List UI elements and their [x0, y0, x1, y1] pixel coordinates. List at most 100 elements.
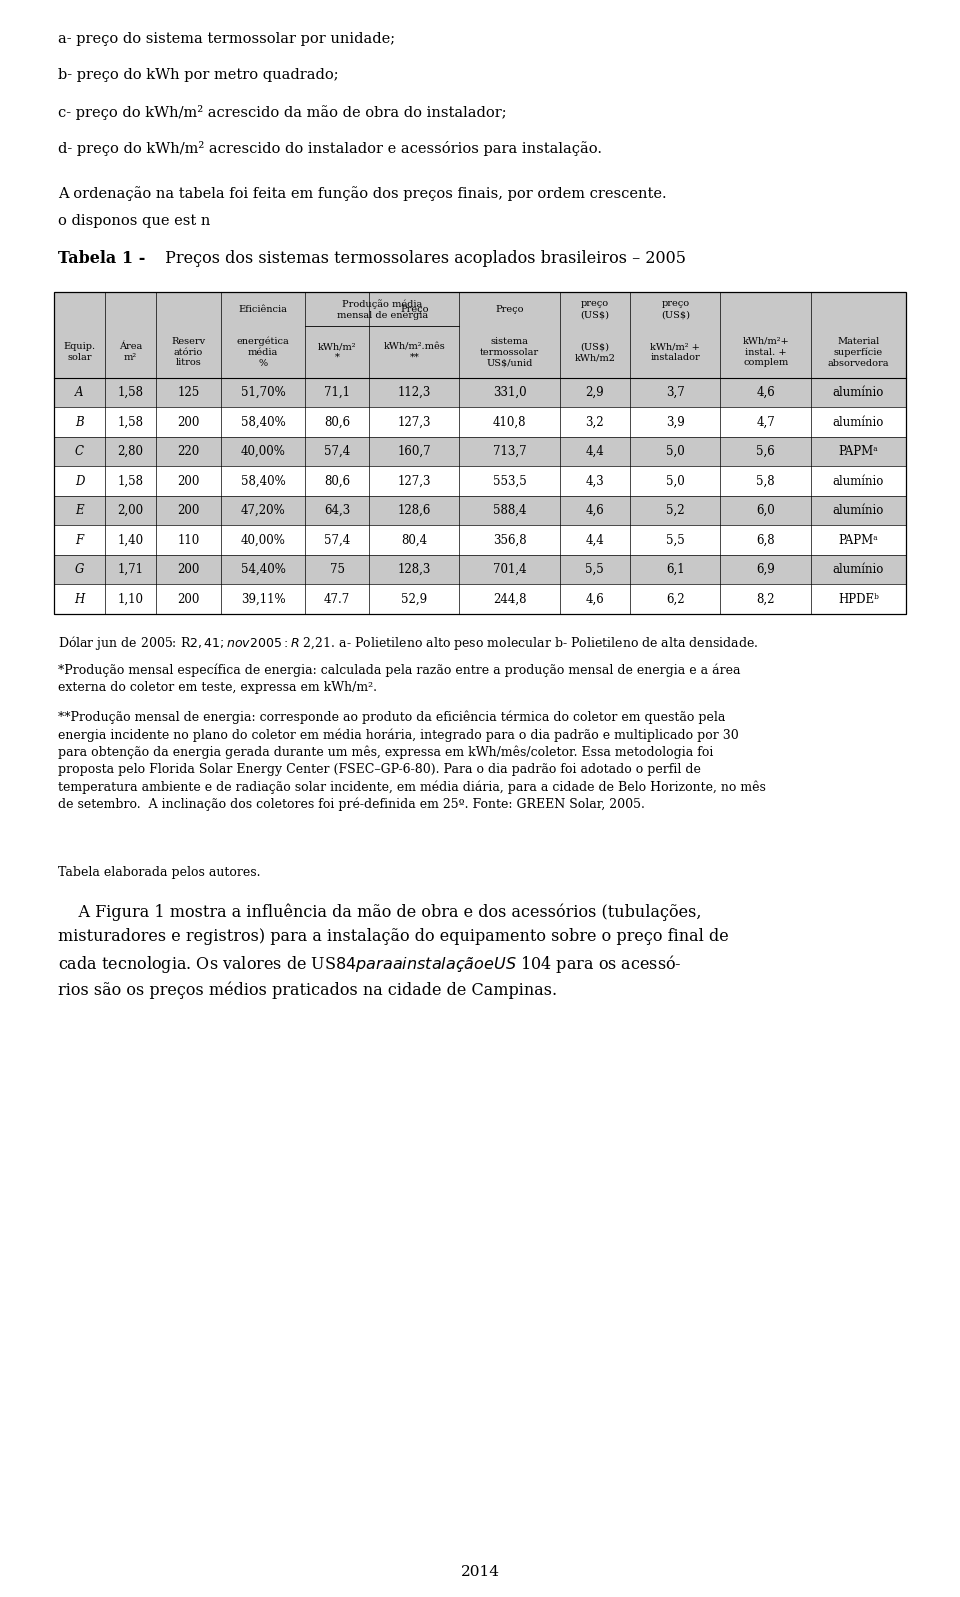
Text: 58,40%: 58,40% [241, 415, 285, 428]
Text: Dólar jun de 2005: R$ 2,41; nov 2005: R$ 2,21. a- Polietileno alto peso molecula: Dólar jun de 2005: R$ 2,41; nov 2005: R$… [58, 634, 758, 652]
Text: 57,4: 57,4 [324, 446, 350, 458]
Text: 57,4: 57,4 [324, 533, 350, 546]
Text: 3,7: 3,7 [666, 386, 684, 399]
Text: 80,6: 80,6 [324, 474, 350, 487]
Text: sistema
termossolar
US$/unid: sistema termossolar US$/unid [480, 337, 539, 367]
Text: 40,00%: 40,00% [241, 533, 285, 546]
Text: F: F [76, 533, 84, 546]
Text: Área
m²: Área m² [119, 342, 142, 363]
Bar [54, 497, 906, 525]
Text: 5,0: 5,0 [666, 446, 684, 458]
Text: 4,7: 4,7 [756, 415, 775, 428]
Text: 1,58: 1,58 [117, 386, 144, 399]
Text: (US$)
kWh/m2: (US$) kWh/m2 [574, 342, 615, 363]
Text: 200: 200 [178, 474, 200, 487]
Text: o disponos que est n: o disponos que est n [58, 214, 210, 228]
Text: 1,58: 1,58 [117, 474, 144, 487]
Text: 2014: 2014 [461, 1565, 499, 1579]
Text: a- preço do sistema termossolar por unidade;: a- preço do sistema termossolar por unid… [58, 32, 396, 46]
Text: Eficiência: Eficiência [239, 305, 287, 313]
Text: 47.7: 47.7 [324, 592, 350, 605]
Text: *Produção mensal específica de energia: calculada pela razão entre a produção me: *Produção mensal específica de energia: … [58, 664, 740, 695]
Bar [54, 292, 906, 378]
Text: 6,9: 6,9 [756, 564, 775, 577]
Text: PAPMᵃ: PAPMᵃ [838, 446, 878, 458]
Text: 5,0: 5,0 [666, 474, 684, 487]
Text: 4,4: 4,4 [586, 446, 604, 458]
Text: 54,40%: 54,40% [241, 564, 285, 577]
Text: D: D [75, 474, 84, 487]
Text: 71,1: 71,1 [324, 386, 350, 399]
Text: 6,8: 6,8 [756, 533, 775, 546]
Text: kWh/m² +
instalador: kWh/m² + instalador [650, 342, 700, 363]
Text: 5,2: 5,2 [666, 505, 684, 517]
Text: 6,1: 6,1 [666, 564, 684, 577]
Text: b- preço do kWh por metro quadrado;: b- preço do kWh por metro quadrado; [58, 69, 339, 83]
Text: 64,3: 64,3 [324, 505, 350, 517]
Text: 128,6: 128,6 [397, 505, 431, 517]
Text: kWh/m².mês
**: kWh/m².mês ** [383, 342, 445, 363]
Text: 160,7: 160,7 [397, 446, 431, 458]
Text: 200: 200 [178, 415, 200, 428]
Text: 410,8: 410,8 [492, 415, 526, 428]
Text: 80,4: 80,4 [401, 533, 427, 546]
Text: H: H [74, 592, 84, 605]
Text: **Produção mensal de energia: corresponde ao produto da eficiência térmica do co: **Produção mensal de energia: correspond… [58, 711, 766, 811]
Text: Preço: Preço [400, 305, 428, 313]
Text: 2,00: 2,00 [117, 505, 144, 517]
Text: 1,58: 1,58 [117, 415, 144, 428]
Text: A: A [75, 386, 84, 399]
Text: 8,2: 8,2 [756, 592, 775, 605]
Text: 200: 200 [178, 505, 200, 517]
Text: d- preço do kWh/m² acrescido do instalador e acessórios para instalação.: d- preço do kWh/m² acrescido do instalad… [58, 142, 602, 157]
Text: 110: 110 [178, 533, 200, 546]
Text: 331,0: 331,0 [492, 386, 526, 399]
Text: 4,6: 4,6 [586, 505, 604, 517]
Text: 4,4: 4,4 [586, 533, 604, 546]
Text: alumínio: alumínio [832, 474, 884, 487]
Text: Tabela elaborada pelos autores.: Tabela elaborada pelos autores. [58, 866, 260, 878]
Text: 80,6: 80,6 [324, 415, 350, 428]
Text: 588,4: 588,4 [492, 505, 526, 517]
Text: Tabela 1 -: Tabela 1 - [58, 251, 145, 267]
Text: 39,11%: 39,11% [241, 592, 285, 605]
Text: Preço: Preço [495, 305, 524, 313]
Text: alumínio: alumínio [832, 386, 884, 399]
Text: 1,40: 1,40 [117, 533, 144, 546]
Text: 5,8: 5,8 [756, 474, 775, 487]
Text: alumínio: alumínio [832, 505, 884, 517]
Text: Preços dos sistemas termossolares acoplados brasileiros – 2005: Preços dos sistemas termossolares acopla… [160, 251, 686, 267]
Text: c- preço do kWh/m² acrescido da mão de obra do instalador;: c- preço do kWh/m² acrescido da mão de o… [58, 105, 507, 120]
Text: preço
(US$): preço (US$) [581, 299, 610, 319]
Text: A Figura 1 mostra a influência da mão de obra e dos acessórios (tubulações,
mist: A Figura 1 mostra a influência da mão de… [58, 904, 729, 1000]
Text: E: E [75, 505, 84, 517]
Text: kWh/m²+
instal. +
complem: kWh/m²+ instal. + complem [742, 337, 789, 367]
Text: 2,80: 2,80 [117, 446, 144, 458]
Text: Material
superfície
absorvedora: Material superfície absorvedora [828, 337, 889, 367]
Text: 2,9: 2,9 [586, 386, 604, 399]
Text: 713,7: 713,7 [492, 446, 526, 458]
Text: Equip.
solar: Equip. solar [63, 342, 96, 363]
Text: B: B [75, 415, 84, 428]
Text: 47,20%: 47,20% [241, 505, 285, 517]
Bar [54, 556, 906, 585]
Text: 4,6: 4,6 [756, 386, 775, 399]
Text: 5,6: 5,6 [756, 446, 775, 458]
Text: 52,9: 52,9 [401, 592, 427, 605]
Text: 5,5: 5,5 [586, 564, 604, 577]
Text: 220: 220 [178, 446, 200, 458]
Text: 701,4: 701,4 [492, 564, 526, 577]
Text: HPDEᵇ: HPDEᵇ [838, 592, 878, 605]
Text: PAPMᵃ: PAPMᵃ [838, 533, 878, 546]
Text: 127,3: 127,3 [397, 474, 431, 487]
Text: 1,10: 1,10 [117, 592, 144, 605]
Text: Reserv
atório
litros: Reserv atório litros [172, 337, 205, 367]
Text: 6,2: 6,2 [666, 592, 684, 605]
Text: 125: 125 [178, 386, 200, 399]
Text: Produção média
mensal de energia: Produção média mensal de energia [337, 299, 428, 319]
Text: 4,3: 4,3 [586, 474, 604, 487]
Text: 1,71: 1,71 [117, 564, 144, 577]
Bar [54, 292, 906, 613]
Bar [54, 378, 906, 407]
Text: A ordenação na tabela foi feita em função dos preços finais, por ordem crescente: A ordenação na tabela foi feita em funçã… [58, 185, 666, 201]
